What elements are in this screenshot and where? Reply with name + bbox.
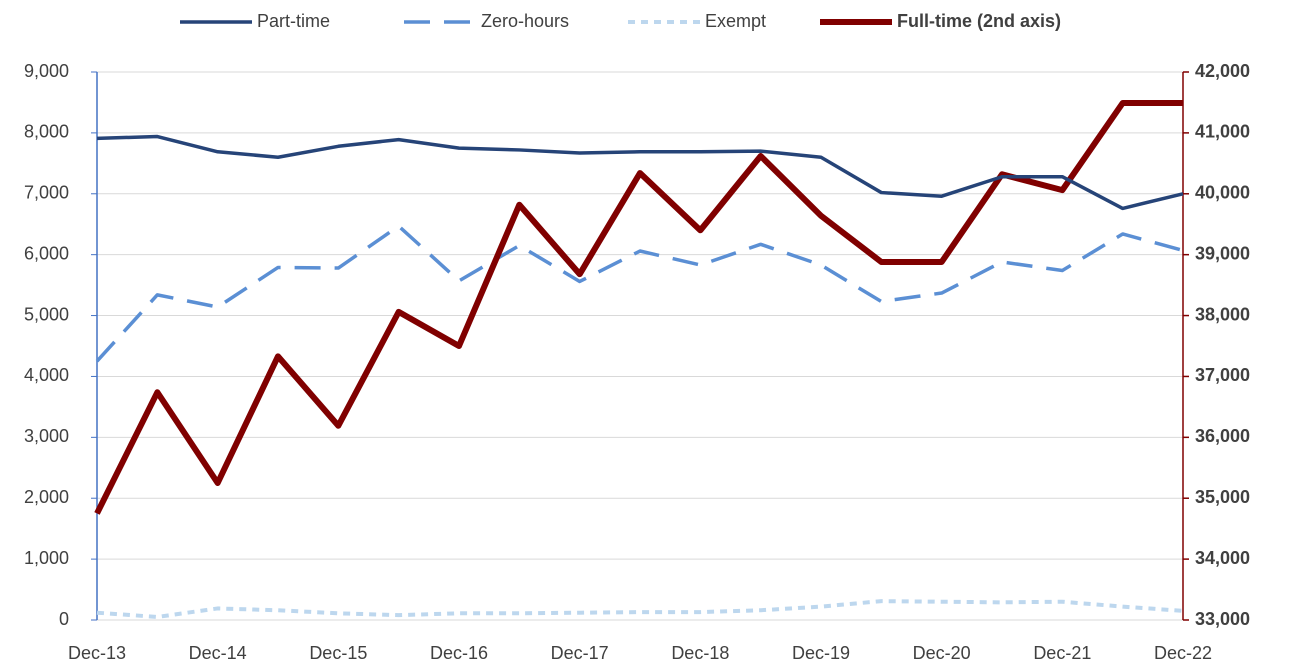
- y2-tick-label: 39,000: [1195, 243, 1250, 263]
- series-line: [96, 134, 1184, 211]
- series-line: [95, 224, 1184, 363]
- y2-tick-label: 41,000: [1195, 122, 1250, 142]
- x-tick-label: Dec-18: [671, 643, 729, 663]
- y-tick-label: 8,000: [24, 122, 69, 142]
- x-tick-label: Dec-16: [430, 643, 488, 663]
- y-tick-label: 6,000: [24, 243, 69, 263]
- y2-tick-label: 36,000: [1195, 426, 1250, 446]
- legend-label: Exempt: [705, 11, 766, 31]
- x-tick-label: Dec-21: [1033, 643, 1091, 663]
- x-tick-label: Dec-13: [68, 643, 126, 663]
- x-tick-label: Dec-15: [309, 643, 367, 663]
- y-tick-label: 4,000: [24, 365, 69, 385]
- x-tick-label: Dec-17: [551, 643, 609, 663]
- y-tick-label: 5,000: [24, 304, 69, 324]
- x-tick-label: Dec-20: [913, 643, 971, 663]
- series-line: [96, 599, 1184, 619]
- x-tick-label: Dec-22: [1154, 643, 1212, 663]
- y-tick-label: 3,000: [24, 426, 69, 446]
- y-tick-label: 2,000: [24, 487, 69, 507]
- legend-label: Part-time: [257, 11, 330, 31]
- y2-tick-label: 38,000: [1195, 304, 1250, 324]
- y2-tick-label: 37,000: [1195, 365, 1250, 385]
- y2-tick-label: 34,000: [1195, 548, 1250, 568]
- y-tick-label: 0: [59, 609, 69, 629]
- series-line: [94, 100, 1183, 515]
- x-tick-label: Dec-19: [792, 643, 850, 663]
- y-tick-label: 1,000: [24, 548, 69, 568]
- y2-tick-label: 33,000: [1195, 609, 1250, 629]
- legend-label: Full-time (2nd axis): [897, 11, 1061, 31]
- y-tick-label: 7,000: [24, 183, 69, 203]
- y2-tick-label: 40,000: [1195, 183, 1250, 203]
- y-tick-label: 9,000: [24, 61, 69, 81]
- legend-label: Zero-hours: [481, 11, 569, 31]
- x-tick-label: Dec-14: [189, 643, 247, 663]
- y2-tick-label: 42,000: [1195, 61, 1250, 81]
- y2-tick-label: 35,000: [1195, 487, 1250, 507]
